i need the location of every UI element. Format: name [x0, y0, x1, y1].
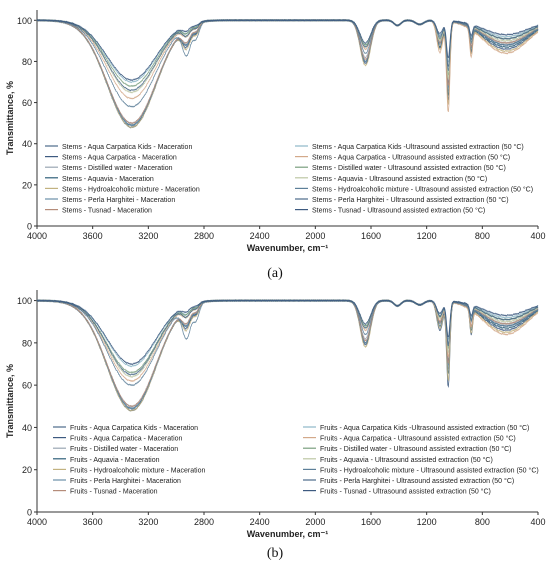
- x-tick-label: 1200: [417, 231, 437, 241]
- series-line: [36, 299, 539, 378]
- x-tick-label: 1600: [361, 517, 381, 527]
- legend-label: Fruits - Distilled water - Ultrasound as…: [320, 445, 511, 453]
- y-tick-label: 0: [27, 508, 32, 518]
- legend-label: Stems - Distilled water - Ultrasound ass…: [312, 164, 506, 172]
- x-axis-label: Wavenumber, cm⁻¹: [247, 529, 328, 539]
- legend-label: Stems - Hydroalcoholic mixture - Ultraso…: [312, 185, 533, 193]
- x-tick-label: 400: [530, 517, 545, 527]
- y-tick-label: 0: [27, 222, 32, 232]
- legend-label: Fruits - Aqua Carpatica - Maceration: [70, 436, 183, 443]
- y-tick-label: 20: [22, 465, 32, 475]
- series-line: [36, 19, 539, 94]
- legend-label: Stems - Aqua Carpatica - Ultrasound assi…: [312, 154, 510, 162]
- x-tick-label: 2800: [194, 517, 214, 527]
- caption-a: (a): [267, 266, 283, 281]
- legend-label: Stems - Distilled water - Maceration: [62, 165, 173, 172]
- legend-label: Fruits - Tusnad - Ultrasound assisted ex…: [320, 488, 491, 496]
- series-line: [36, 299, 539, 408]
- legend-label: Fruits - Aqua Carpatica - Ultrasound ass…: [320, 435, 516, 443]
- y-tick-label: 100: [17, 296, 32, 306]
- x-tick-label: 3200: [138, 231, 158, 241]
- x-tick-label: 3600: [83, 231, 103, 241]
- legend-label: Stems - Aquavia - Maceration: [62, 176, 154, 183]
- y-tick-label: 40: [22, 423, 32, 433]
- series-line: [36, 19, 539, 129]
- caption-b: (b): [266, 546, 284, 561]
- legend-label: Stems - Perla Harghitei - Ultrasound ass…: [312, 196, 509, 204]
- x-axis-label: Wavenumber, cm⁻¹: [247, 243, 328, 253]
- y-tick-label: 40: [22, 139, 32, 149]
- legend-label: Fruits - Perla Harghitei - Ultrasound as…: [320, 477, 514, 485]
- chart-a: 0 20 40 60 80 100 4000 3600 3200 2800 2400 2000 1600…: [5, 10, 546, 253]
- series-line: [36, 299, 539, 382]
- x-tick-label: 4000: [27, 517, 47, 527]
- legend-label: Stems - Tusnad - Maceration: [62, 208, 152, 215]
- y-tick-label: 80: [22, 57, 32, 67]
- legend-label: Stems - Tusnad - Ultrasound assisted ext…: [312, 207, 485, 215]
- y-axis-label: Transmittance, %: [5, 81, 15, 155]
- legend-label: Stems - Aqua Carpatica - Maceration: [62, 155, 177, 162]
- y-tick-label: 60: [22, 98, 32, 108]
- legend-label: Stems - Aquavia - Ultrasound assisted ex…: [312, 175, 487, 183]
- legend-label: Fruits - Aquavia - Ultrasound assisted e…: [320, 456, 493, 464]
- series-line: [36, 299, 539, 366]
- legend-label: Fruits - Perla Harghitei - Maceration: [70, 478, 181, 485]
- x-tick-label: 2400: [250, 231, 270, 241]
- legend-label: Stems - Aqua Carpatica Kids -Ultrasound …: [312, 143, 524, 151]
- series-line: [36, 299, 539, 387]
- legend-label: Stems - Aqua Carpatica Kids - Maceration: [62, 144, 192, 151]
- series-line: [36, 19, 539, 129]
- series-line: [36, 19, 539, 82]
- y-axis-label: Transmittance, %: [5, 364, 15, 438]
- legend-label: Fruits - Tusnad - Maceration: [70, 489, 158, 496]
- x-tick-label: 2400: [250, 517, 270, 527]
- x-tick-label: 800: [475, 517, 490, 527]
- legend-label: Fruits - Distilled water - Maceration: [70, 446, 178, 453]
- x-tick-label: 1600: [361, 231, 381, 241]
- x-tick-label: 1200: [417, 517, 437, 527]
- y-tick-label: 80: [22, 338, 32, 348]
- series-line: [36, 19, 539, 92]
- x-tick-label: 400: [530, 231, 545, 241]
- legend-label: Fruits - Aquavia - Maceration: [70, 457, 160, 464]
- x-tick-label: 3600: [83, 517, 103, 527]
- legend-label: Fruits - Aqua Carpatica Kids -Ultrasound…: [320, 424, 529, 432]
- x-tick-label: 2000: [305, 231, 325, 241]
- x-tick-label: 2000: [305, 517, 325, 527]
- chart-b: 0 20 40 60 80 100 4000 3600 3200 2800 2400 2000 1600…: [5, 290, 546, 539]
- y-tick-label: 100: [17, 16, 32, 26]
- legend-label: Fruits - Hydroalcoholic mixture - Macera…: [70, 467, 205, 474]
- x-tick-label: 4000: [27, 231, 47, 241]
- legend-label: Stems - Hydroalcoholic mixture - Macerat…: [62, 186, 200, 193]
- y-tick-label: 60: [22, 381, 32, 391]
- legend-label: Fruits - Aqua Carpatica Kids - Maceratio…: [70, 425, 198, 432]
- series-line: [36, 299, 539, 376]
- x-tick-label: 3200: [138, 517, 158, 527]
- x-tick-label: 2800: [194, 231, 214, 241]
- legend-label: Stems - Perla Harghitei - Maceration: [62, 197, 175, 204]
- x-tick-label: 800: [475, 231, 490, 241]
- y-tick-label: 20: [22, 180, 32, 190]
- legend-label: Fruits - Hydroalcoholic mixture - Ultras…: [320, 466, 539, 474]
